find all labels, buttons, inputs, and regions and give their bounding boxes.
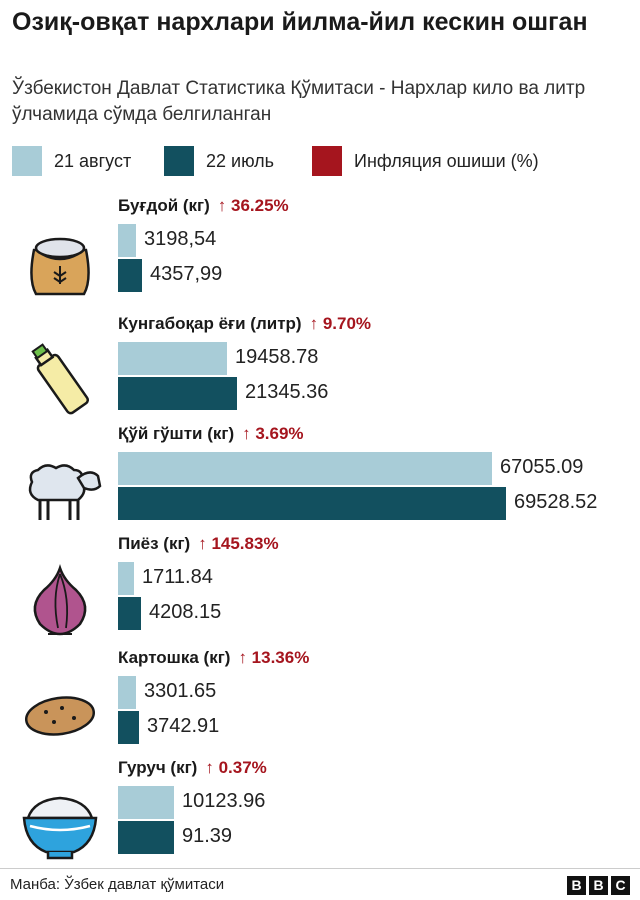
category-label: Қўй гўшти (кг) ↑ 3.69% (118, 424, 304, 444)
category-label: Кунгабоқар ёғи (литр) ↑ 9.70% (118, 314, 371, 334)
onion-icon (33, 564, 87, 636)
category-name: Пиёз (кг) (118, 534, 191, 553)
bar-jul (118, 821, 174, 854)
inflation-value: 3.69% (250, 424, 304, 443)
category-label: Пиёз (кг) ↑ 145.83% (118, 534, 279, 554)
up-arrow-icon: ↑ (238, 648, 247, 667)
value-label: 3742.91 (147, 715, 220, 737)
value-label: 4208.15 (149, 601, 222, 623)
inflation-value: 145.83% (206, 534, 279, 553)
oil-bottle-icon (31, 343, 90, 415)
legend-swatch-inflation (312, 146, 342, 176)
value-label: 67055.09 (500, 456, 584, 478)
inflation-value: 13.36% (246, 648, 310, 667)
legend-item-inflation: Инфляция ошиши (%) (312, 146, 539, 176)
bar-jul (118, 711, 139, 744)
up-arrow-icon: ↑ (205, 758, 214, 777)
logo-letter: C (611, 876, 630, 895)
logo-letter: B (567, 876, 586, 895)
value-label: 3198,54 (144, 228, 217, 250)
legend-swatch-jul (164, 146, 194, 176)
up-arrow-icon: ↑ (309, 314, 319, 333)
category-label: Гуруч (кг) ↑ 0.37% (118, 758, 267, 778)
bar-aug (118, 562, 134, 595)
bar-aug (118, 342, 227, 375)
wheat-sack-icon (30, 237, 90, 296)
chart-subtitle: Ўзбекистон Давлат Статистика Қўмитаси - … (12, 78, 586, 125)
legend-item-jul: 22 июль (164, 146, 274, 176)
inflation-label: ↑ 0.37% (205, 758, 266, 777)
value-label: 91.39 (182, 825, 233, 847)
category-name: Картошка (кг) (118, 648, 231, 667)
category-label: Картошка (кг) ↑ 13.36% (118, 648, 309, 668)
legend-label-aug: 21 август (54, 150, 132, 171)
category-label: Буғдой (кг) ↑ 36.25% (118, 196, 289, 216)
inflation-label: ↑ 36.25% (218, 196, 289, 215)
value-label: 21345.36 (245, 381, 329, 403)
bar-aug (118, 224, 136, 257)
legend: 21 август 22 июль Инфляция ошиши (%) (12, 146, 628, 176)
up-arrow-icon: ↑ (217, 196, 227, 215)
legend-item-aug: 21 август (12, 146, 131, 176)
category-name: Гуруч (кг) (118, 758, 198, 777)
chart-title: Озиқ-овқат нархлари йилма-йил кескин ошг… (12, 8, 588, 36)
category-name: Қўй гўшти (кг) (118, 424, 235, 443)
inflation-label: ↑ 145.83% (198, 534, 278, 553)
value-label: 3301.65 (144, 680, 217, 702)
bbc-logo: B B C (567, 876, 630, 895)
logo-letter: B (589, 876, 608, 895)
value-label: 1711.84 (142, 566, 213, 588)
value-label: 19458.78 (235, 346, 319, 368)
up-arrow-icon: ↑ (198, 534, 207, 553)
potato-icon (24, 696, 96, 736)
legend-label-jul: 22 июль (206, 150, 275, 171)
source-note: Манба: Ўзбек давлат қўмитаси (10, 876, 225, 893)
inflation-value: 9.70% (318, 314, 372, 333)
up-arrow-icon: ↑ (242, 424, 251, 443)
legend-swatch-aug (12, 146, 42, 176)
rice-bowl-icon (22, 796, 98, 860)
bar-aug (118, 786, 174, 819)
inflation-label: ↑ 3.69% (242, 424, 303, 443)
category-name: Кунгабоқар ёғи (литр) (118, 314, 302, 333)
category-name: Буғдой (кг) (118, 196, 210, 215)
value-label: 4357,99 (150, 263, 223, 285)
bar-aug (118, 452, 492, 485)
bar-aug (118, 676, 136, 709)
bar-jul (118, 487, 506, 520)
bar-jul (118, 597, 141, 630)
bar-jul (118, 377, 237, 410)
value-label: 69528.52 (514, 491, 598, 513)
legend-label-inflation: Инфляция ошиши (%) (354, 150, 539, 171)
inflation-label: ↑ 9.70% (310, 314, 371, 333)
bar-jul (118, 259, 142, 292)
inflation-label: ↑ 13.36% (238, 648, 309, 667)
inflation-value: 36.25% (226, 196, 289, 215)
inflation-value: 0.37% (213, 758, 267, 777)
value-label: 10123.96 (182, 790, 266, 812)
sheep-icon (28, 464, 102, 520)
footer-divider (0, 868, 640, 869)
